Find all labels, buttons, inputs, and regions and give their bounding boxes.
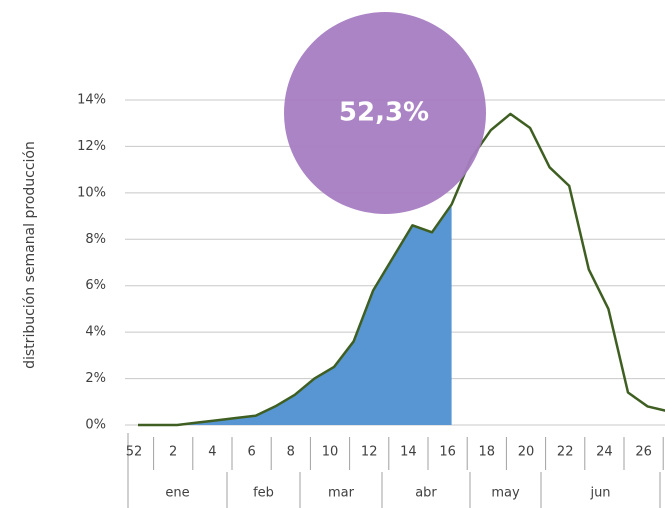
y-tick-label: 14% [77,93,106,108]
x-tick-label: 20 [518,445,535,460]
y-axis-label: distribución semanal producción [22,141,38,369]
x-tick-label: 16 [439,445,456,460]
annotation-label: 52,3% [339,98,429,128]
x-tick-label: 12 [361,445,378,460]
x-tick-label: 24 [596,445,613,460]
month-label: abr [415,486,437,501]
x-tick-label: 6 [247,445,255,460]
month-label: may [491,486,520,501]
month-label: ene [165,486,189,501]
month-label: jun [589,486,610,501]
y-tick-label: 2% [85,371,106,386]
line [138,112,665,427]
annotation-circle [284,12,486,214]
y-tick-label: 6% [85,278,106,293]
month-label: mar [328,486,355,501]
y-tick-label: 10% [77,185,106,200]
y-tick-label: 0% [85,418,106,433]
y-tick-label: 8% [85,232,106,247]
y-tick-label: 4% [85,325,106,340]
x-tick-label: 8 [287,445,295,460]
x-tick-label: 10 [322,445,339,460]
area [138,204,452,425]
month-label: feb [253,486,274,501]
x-tick-label: 26 [635,445,652,460]
x-tick-label: 22 [557,445,574,460]
plot [138,112,665,427]
x-tick-label: 18 [479,445,496,460]
x-tick-label: 2 [169,445,177,460]
x-tick-label: 4 [208,445,216,460]
x-tick-label: 52 [126,445,143,460]
x-tick-label: 14 [400,445,417,460]
y-tick-label: 12% [77,139,106,154]
